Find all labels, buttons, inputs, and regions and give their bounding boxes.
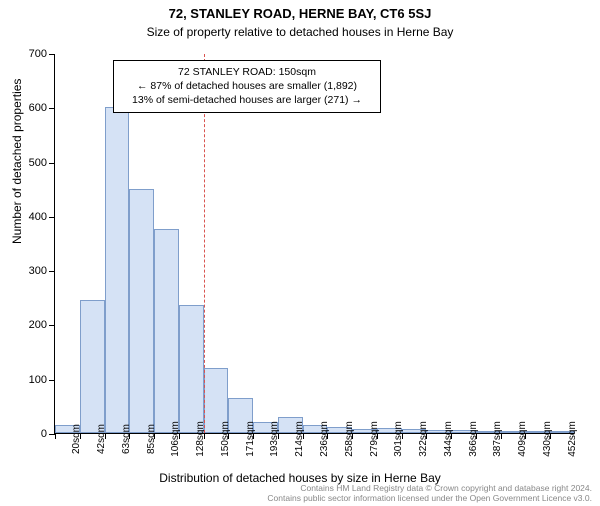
y-tick-label: 600 [29,102,47,114]
footer-line1: Contains HM Land Registry data © Crown c… [267,483,592,494]
x-tick [451,433,452,439]
x-tick [80,433,81,439]
histogram-chart: 72 STANLEY ROAD: 150sqm ← 87% of detache… [54,54,574,434]
x-tick-label: 322sqm [418,421,429,457]
x-tick-label: 258sqm [344,421,355,457]
y-tick-label: 100 [29,374,47,386]
y-tick-label: 200 [29,319,47,331]
x-tick [154,433,155,439]
y-tick-label: 400 [29,211,47,223]
x-tick [501,433,502,439]
histogram-bar [105,107,130,433]
x-tick-label: 409sqm [517,421,528,457]
y-tick-label: 500 [29,157,47,169]
x-tick-label: 150sqm [220,421,231,457]
x-tick [129,433,130,439]
x-tick [105,433,106,439]
x-tick-label: 106sqm [170,421,181,457]
x-tick-label: 387sqm [492,421,503,457]
page-title: 72, STANLEY ROAD, HERNE BAY, CT6 5SJ [0,6,600,21]
x-tick-label: 85sqm [146,424,157,454]
footer-attribution: Contains HM Land Registry data © Crown c… [267,483,592,504]
y-tick [49,271,55,272]
x-tick-label: 42sqm [96,424,107,454]
annotation-line1: 72 STANLEY ROAD: 150sqm [120,65,374,79]
x-tick [377,433,378,439]
x-tick [228,433,229,439]
x-tick [253,433,254,439]
x-tick [352,433,353,439]
y-tick [49,325,55,326]
footer-line2: Contains public sector information licen… [267,493,592,504]
x-tick [327,433,328,439]
x-tick-label: 236sqm [319,421,330,457]
y-tick [49,217,55,218]
histogram-bar [129,189,154,433]
annotation-line3: 13% of semi-detached houses are larger (… [120,93,374,107]
y-tick-label: 700 [29,48,47,60]
x-tick [402,433,403,439]
histogram-bar [80,300,105,433]
x-tick-label: 20sqm [71,424,82,454]
x-tick-label: 301sqm [393,421,404,457]
x-tick-label: 452sqm [567,421,578,457]
annotation-line2: ← 87% of detached houses are smaller (1,… [120,79,374,93]
x-tick [179,433,180,439]
y-tick [49,54,55,55]
x-tick-label: 171sqm [245,421,256,457]
x-tick [550,433,551,439]
x-tick-label: 279sqm [369,421,380,457]
x-tick-label: 214sqm [294,421,305,457]
y-tick-label: 0 [41,428,47,440]
x-tick-label: 366sqm [468,421,479,457]
x-tick [426,433,427,439]
y-axis-label: Number of detached properties [10,79,24,244]
x-tick [204,433,205,439]
y-tick [49,108,55,109]
chart-subtitle: Size of property relative to detached ho… [0,25,600,39]
x-tick [525,433,526,439]
x-tick-label: 193sqm [269,421,280,457]
x-tick [303,433,304,439]
x-tick-label: 344sqm [443,421,454,457]
y-tick-label: 300 [29,265,47,277]
x-tick [55,433,56,439]
x-tick-label: 430sqm [542,421,553,457]
y-tick [49,380,55,381]
y-tick [49,163,55,164]
x-tick-label: 63sqm [121,424,132,454]
histogram-bar [154,229,179,433]
histogram-bar [179,305,204,433]
annotation-box: 72 STANLEY ROAD: 150sqm ← 87% of detache… [113,60,381,113]
x-tick [476,433,477,439]
x-tick [278,433,279,439]
